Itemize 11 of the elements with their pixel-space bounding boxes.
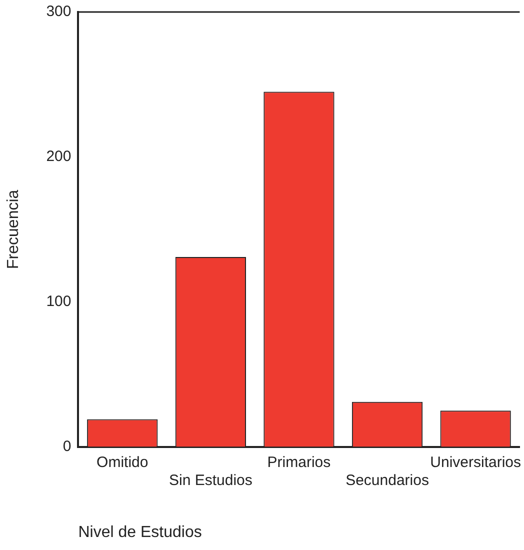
x-tick-label: Sin Estudios (168, 472, 252, 489)
x-tick-label: Secundarios (346, 472, 429, 489)
y-axis-title: Frecuencia (5, 190, 22, 269)
y-tick-label: 0 (62, 438, 72, 455)
y-tick-label: 100 (46, 293, 72, 310)
y-tick-label: 200 (46, 148, 72, 166)
y-tick-label: 300 (46, 3, 72, 20)
x-tick-label: Universitarios (430, 454, 521, 471)
x-tick-label: Primarios (267, 454, 331, 471)
x-axis-title: Nivel de Estudios (78, 524, 202, 541)
x-tick-label: Omitido (96, 454, 148, 471)
